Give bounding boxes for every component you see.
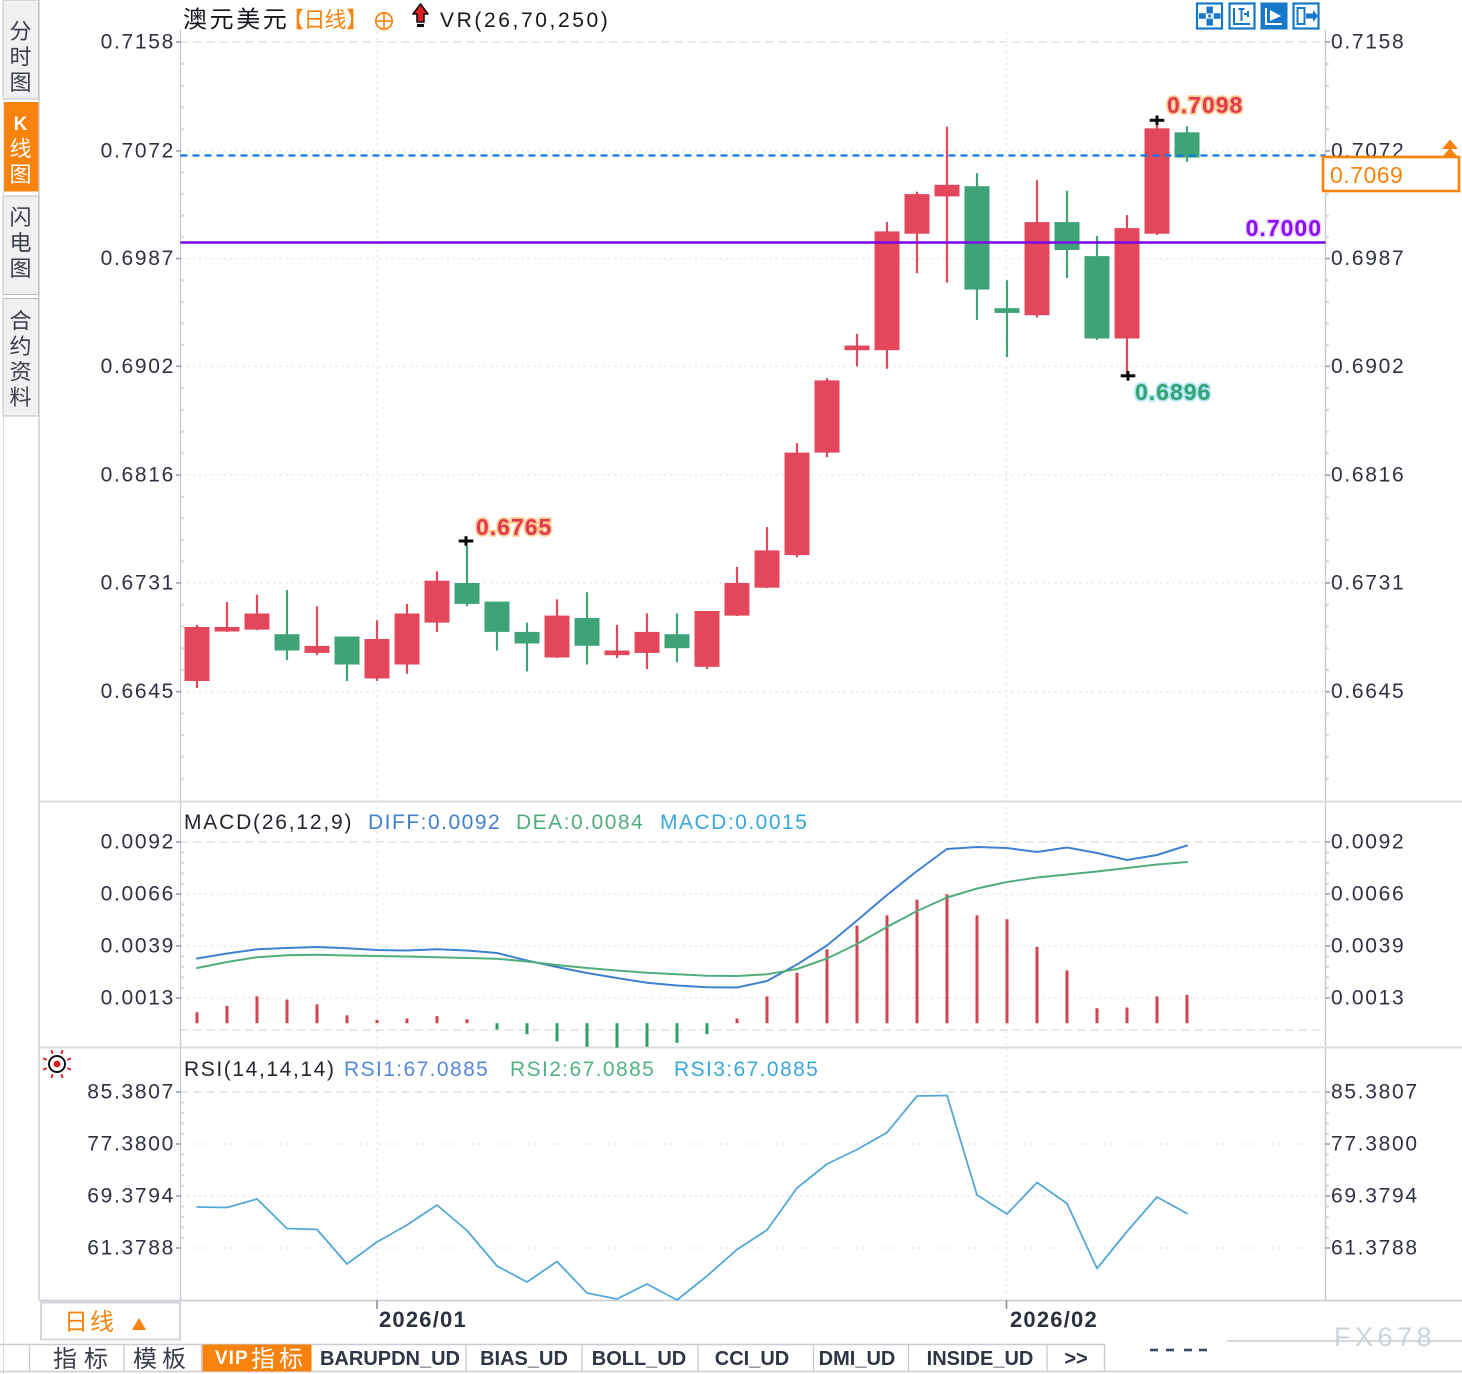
svg-text:DMI_UD: DMI_UD: [819, 1348, 896, 1370]
svg-text:0.0066: 0.0066: [101, 883, 175, 906]
svg-text:0.6902: 0.6902: [1331, 355, 1405, 378]
svg-text:0.7158: 0.7158: [1331, 31, 1405, 54]
svg-text:0.6816: 0.6816: [1331, 464, 1405, 487]
svg-text:0.0013: 0.0013: [1331, 987, 1405, 1010]
svg-text:>>: >>: [1064, 1348, 1087, 1370]
svg-text:0.6645: 0.6645: [1331, 680, 1405, 703]
svg-text:61.3788: 61.3788: [87, 1237, 175, 1260]
svg-text:61.3788: 61.3788: [1331, 1237, 1419, 1260]
svg-text:FX678: FX678: [1334, 1322, 1436, 1352]
svg-text:CCI_UD: CCI_UD: [715, 1348, 789, 1370]
svg-text:BIAS_UD: BIAS_UD: [480, 1348, 568, 1370]
svg-text:0.6816: 0.6816: [101, 464, 175, 487]
svg-text:0.6902: 0.6902: [101, 355, 175, 378]
svg-text:77.3800: 77.3800: [87, 1133, 175, 1156]
svg-text:0.6645: 0.6645: [101, 680, 175, 703]
svg-text:0.6896: 0.6896: [1135, 379, 1211, 405]
svg-text:0.7072: 0.7072: [101, 139, 175, 162]
svg-text:0.0039: 0.0039: [101, 935, 175, 958]
svg-text:0.0013: 0.0013: [101, 987, 175, 1010]
svg-text:BARUPDN_UD: BARUPDN_UD: [320, 1348, 460, 1370]
svg-text:MACD:0.0015: MACD:0.0015: [660, 811, 808, 834]
svg-text:RSI(14,14,14): RSI(14,14,14): [184, 1058, 336, 1081]
svg-text:0.7069: 0.7069: [1330, 162, 1403, 188]
svg-text:RSI1:67.0885: RSI1:67.0885: [344, 1058, 489, 1081]
svg-text:0.7098: 0.7098: [1167, 92, 1243, 118]
svg-text:0.7000: 0.7000: [1246, 215, 1322, 241]
svg-text:RSI2:67.0885: RSI2:67.0885: [510, 1058, 655, 1081]
svg-text:0.0092: 0.0092: [101, 831, 175, 854]
svg-text:VR(26,70,250): VR(26,70,250): [440, 9, 610, 32]
svg-text:0.6765: 0.6765: [476, 514, 552, 540]
svg-text:VIP: VIP: [215, 1348, 249, 1369]
svg-text:0.0092: 0.0092: [1331, 831, 1405, 854]
svg-text:0.6731: 0.6731: [1331, 571, 1405, 594]
svg-text:0.6987: 0.6987: [101, 247, 175, 270]
svg-text:K: K: [14, 114, 28, 135]
svg-text:2026/02: 2026/02: [1010, 1307, 1098, 1332]
svg-text:85.3807: 85.3807: [1331, 1081, 1419, 1104]
svg-text:DIFF:0.0092: DIFF:0.0092: [368, 811, 501, 834]
svg-text:INSIDE_UD: INSIDE_UD: [927, 1348, 1034, 1370]
svg-text:0.0039: 0.0039: [1331, 935, 1405, 958]
svg-text:69.3794: 69.3794: [1331, 1185, 1419, 1208]
svg-text:BOLL_UD: BOLL_UD: [592, 1348, 686, 1370]
svg-text:0.0066: 0.0066: [1331, 883, 1405, 906]
svg-text:2026/01: 2026/01: [379, 1307, 467, 1332]
svg-text:0.6731: 0.6731: [101, 571, 175, 594]
svg-text:85.3807: 85.3807: [87, 1081, 175, 1104]
svg-text:77.3800: 77.3800: [1331, 1133, 1419, 1156]
svg-text:0.6987: 0.6987: [1331, 247, 1405, 270]
svg-text:MACD(26,12,9): MACD(26,12,9): [184, 811, 353, 834]
svg-text:RSI3:67.0885: RSI3:67.0885: [674, 1058, 819, 1081]
svg-text:0.7158: 0.7158: [101, 31, 175, 54]
svg-text:DEA:0.0084: DEA:0.0084: [516, 811, 644, 834]
svg-text:69.3794: 69.3794: [87, 1185, 175, 1208]
